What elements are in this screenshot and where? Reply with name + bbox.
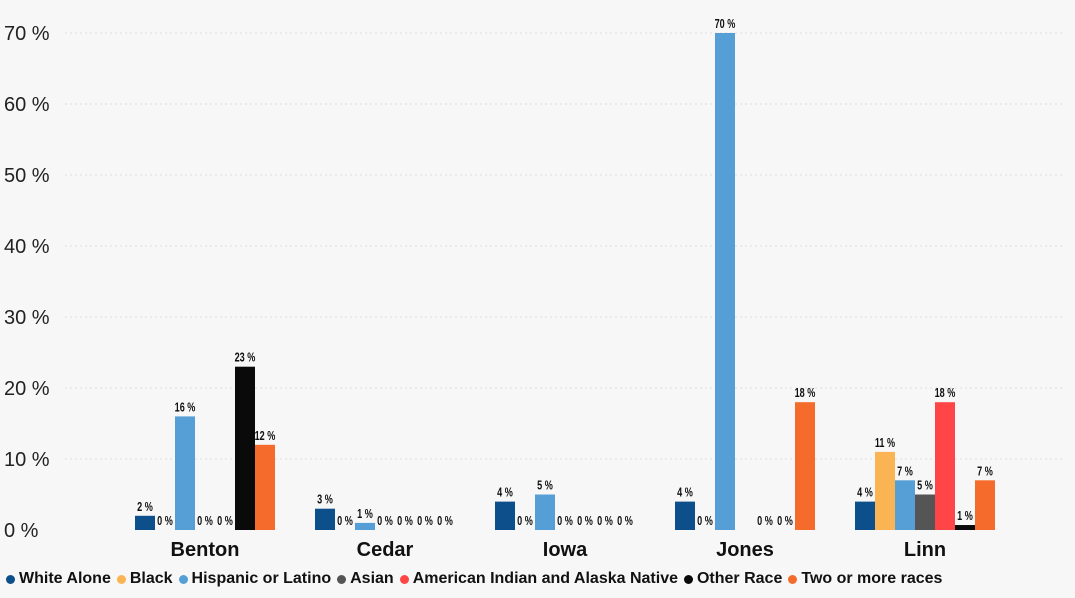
data-label: 23 % [235, 351, 256, 365]
legend-item: Two or more races [788, 570, 942, 588]
y-tick-label: 60 % [4, 94, 50, 116]
data-label: 0 % [437, 515, 453, 529]
data-label: 7 % [897, 465, 913, 479]
data-label: 0 % [697, 515, 713, 529]
data-label: 0 % [397, 515, 413, 529]
legend-label: Asian [350, 570, 394, 587]
legend-item: Hispanic or Latino [178, 570, 332, 588]
data-label: 5 % [917, 479, 933, 493]
bar [255, 444, 275, 530]
y-tick-label: 30 % [4, 307, 50, 329]
category-label: Benton [171, 539, 240, 561]
data-label: 0 % [217, 515, 233, 529]
y-tick-label: 0 % [4, 520, 39, 542]
bar [895, 480, 915, 530]
bar [535, 494, 555, 530]
data-label: 18 % [795, 387, 816, 401]
bar [315, 508, 335, 530]
data-label: 5 % [537, 479, 553, 493]
data-label: 4 % [857, 486, 873, 500]
y-tick-label: 50 % [4, 165, 50, 187]
data-label: 16 % [175, 401, 196, 415]
legend-label: Two or more races [801, 570, 943, 587]
data-label: 1 % [357, 507, 373, 521]
bar [675, 501, 695, 530]
legend-label: Hispanic or Latino [191, 570, 332, 587]
legend-label: American Indian and Alaska Native [412, 570, 678, 587]
y-tick-label: 70 % [4, 23, 50, 45]
legend-item: American Indian and Alaska Native [399, 570, 678, 588]
data-label: 0 % [417, 515, 433, 529]
data-label: 0 % [597, 515, 613, 529]
data-label: 18 % [935, 387, 956, 401]
data-label: 0 % [577, 515, 593, 529]
category-label: Iowa [543, 539, 588, 561]
data-label: 3 % [317, 493, 333, 507]
category-label: Jones [716, 539, 774, 561]
category-label: Cedar [357, 539, 414, 561]
data-label: 0 % [197, 515, 213, 529]
bar [915, 494, 935, 530]
data-label: 70 % [715, 18, 736, 32]
chart-legend: White Alone Black Hispanic or Latino Asian A… [6, 568, 948, 590]
data-label: 4 % [497, 486, 513, 500]
bar [955, 525, 975, 530]
legend-marker [116, 574, 126, 584]
data-label: 0 % [557, 515, 573, 529]
bar [355, 522, 375, 530]
data-label: 0 % [757, 515, 773, 529]
data-label: 0 % [377, 515, 393, 529]
data-label: 2 % [137, 500, 153, 514]
legend-marker [178, 574, 188, 584]
legend-marker [788, 574, 798, 584]
data-label: 1 % [957, 510, 973, 524]
data-label: 4 % [677, 486, 693, 500]
legend-item: Other Race [683, 570, 783, 588]
legend-item: Asian [337, 570, 394, 588]
legend-item: White Alone [6, 570, 111, 588]
legend-label: Black [129, 570, 173, 587]
bar [795, 402, 815, 530]
legend-marker [337, 574, 347, 584]
bar [715, 33, 735, 530]
legend-label: White Alone [19, 570, 111, 587]
y-tick-label: 10 % [4, 449, 50, 471]
data-label: 0 % [777, 515, 793, 529]
bar [875, 451, 895, 530]
bar [935, 402, 955, 530]
bar [975, 480, 995, 530]
data-label: 11 % [875, 436, 895, 450]
bar [175, 416, 195, 530]
data-label: 0 % [157, 515, 173, 529]
y-tick-label: 20 % [4, 378, 50, 400]
legend-item: Black [116, 570, 173, 588]
data-label: 7 % [977, 465, 993, 479]
bar [135, 515, 155, 530]
y-tick-label: 40 % [4, 236, 50, 258]
data-label: 0 % [617, 515, 633, 529]
data-label: 12 % [255, 429, 276, 443]
legend-label: Other Race [696, 570, 783, 587]
legend-marker [6, 574, 15, 584]
bar [855, 501, 875, 530]
bar [235, 366, 255, 530]
legend-marker [399, 574, 409, 584]
legend-marker [683, 574, 693, 584]
data-label: 0 % [337, 515, 353, 529]
category-label: Linn [904, 539, 946, 561]
data-label: 0 % [517, 515, 533, 529]
bar [495, 501, 515, 530]
